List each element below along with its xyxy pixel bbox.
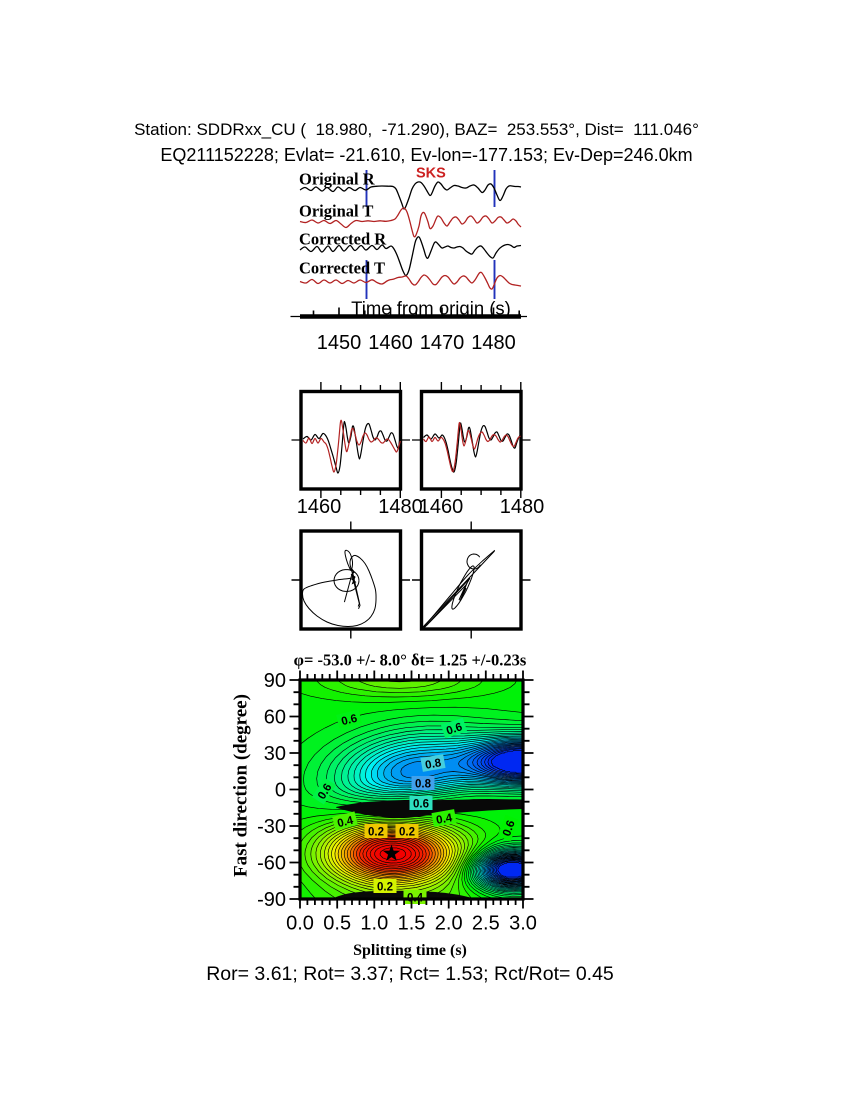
svg-text:Time from origin (s): Time from origin (s) [351, 298, 511, 319]
svg-text:0.0: 0.0 [286, 913, 314, 935]
svg-text:0.4: 0.4 [435, 812, 453, 827]
svg-text:-30: -30 [257, 816, 286, 838]
svg-text:2.5: 2.5 [472, 913, 500, 935]
svg-text:1460: 1460 [419, 496, 464, 518]
svg-text:0.2: 0.2 [399, 827, 415, 839]
svg-text:0.2: 0.2 [368, 827, 384, 839]
svg-text:0.8: 0.8 [424, 757, 442, 772]
svg-text:30: 30 [264, 743, 286, 765]
svg-text:90: 90 [264, 670, 286, 692]
svg-text:Corrected R: Corrected R [299, 230, 387, 249]
svg-text:60: 60 [264, 707, 286, 729]
svg-text:Corrected T: Corrected T [299, 259, 385, 278]
svg-text:Original R: Original R [299, 170, 376, 189]
svg-text:1.0: 1.0 [360, 913, 388, 935]
svg-text:0: 0 [275, 780, 286, 802]
svg-text:0.6: 0.6 [445, 721, 464, 737]
svg-text:1480: 1480 [500, 496, 545, 518]
svg-text:1450: 1450 [317, 332, 362, 354]
svg-text:EQ211152228; Evlat= -21.610, E: EQ211152228; Evlat= -21.610, Ev-lon=-177… [160, 145, 692, 165]
svg-text:1460: 1460 [368, 332, 413, 354]
svg-text:0.2: 0.2 [377, 882, 393, 894]
svg-text:0.4: 0.4 [336, 815, 355, 831]
svg-text:0.6: 0.6 [340, 713, 358, 729]
svg-text:Station: SDDRxx_CU ( 18.980,: Station: SDDRxx_CU ( 18.980, -71.290), B… [134, 120, 699, 139]
svg-text:1.5: 1.5 [398, 913, 426, 935]
svg-text:SKS: SKS [416, 166, 446, 182]
svg-text:3.0: 3.0 [509, 913, 537, 935]
svg-text:-60: -60 [257, 853, 286, 875]
svg-text:-90: -90 [257, 889, 286, 911]
svg-text:1480: 1480 [378, 496, 423, 518]
svg-text:Ror= 3.61; Rot= 3.37; Rct= 1.5: Ror= 3.61; Rot= 3.37; Rct= 1.53; Rct/Rot… [206, 963, 614, 985]
svg-text:1470: 1470 [420, 332, 465, 354]
svg-text:0.5: 0.5 [323, 913, 351, 935]
svg-text:Fast direction (degree): Fast direction (degree) [231, 694, 252, 877]
svg-text:0.6: 0.6 [413, 799, 429, 811]
svg-text:1480: 1480 [471, 332, 516, 354]
svg-text:φ= -53.0 +/- 8.0° δt= 1.25 +/-: φ= -53.0 +/- 8.0° δt= 1.25 +/-0.23s [294, 651, 527, 670]
svg-text:Original T: Original T [299, 202, 373, 221]
svg-text:0.8: 0.8 [415, 779, 432, 791]
svg-text:Splitting time (s): Splitting time (s) [353, 942, 467, 959]
svg-text:1460: 1460 [297, 496, 342, 518]
svg-text:2.0: 2.0 [435, 913, 463, 935]
svg-text:0.6: 0.6 [501, 819, 518, 838]
